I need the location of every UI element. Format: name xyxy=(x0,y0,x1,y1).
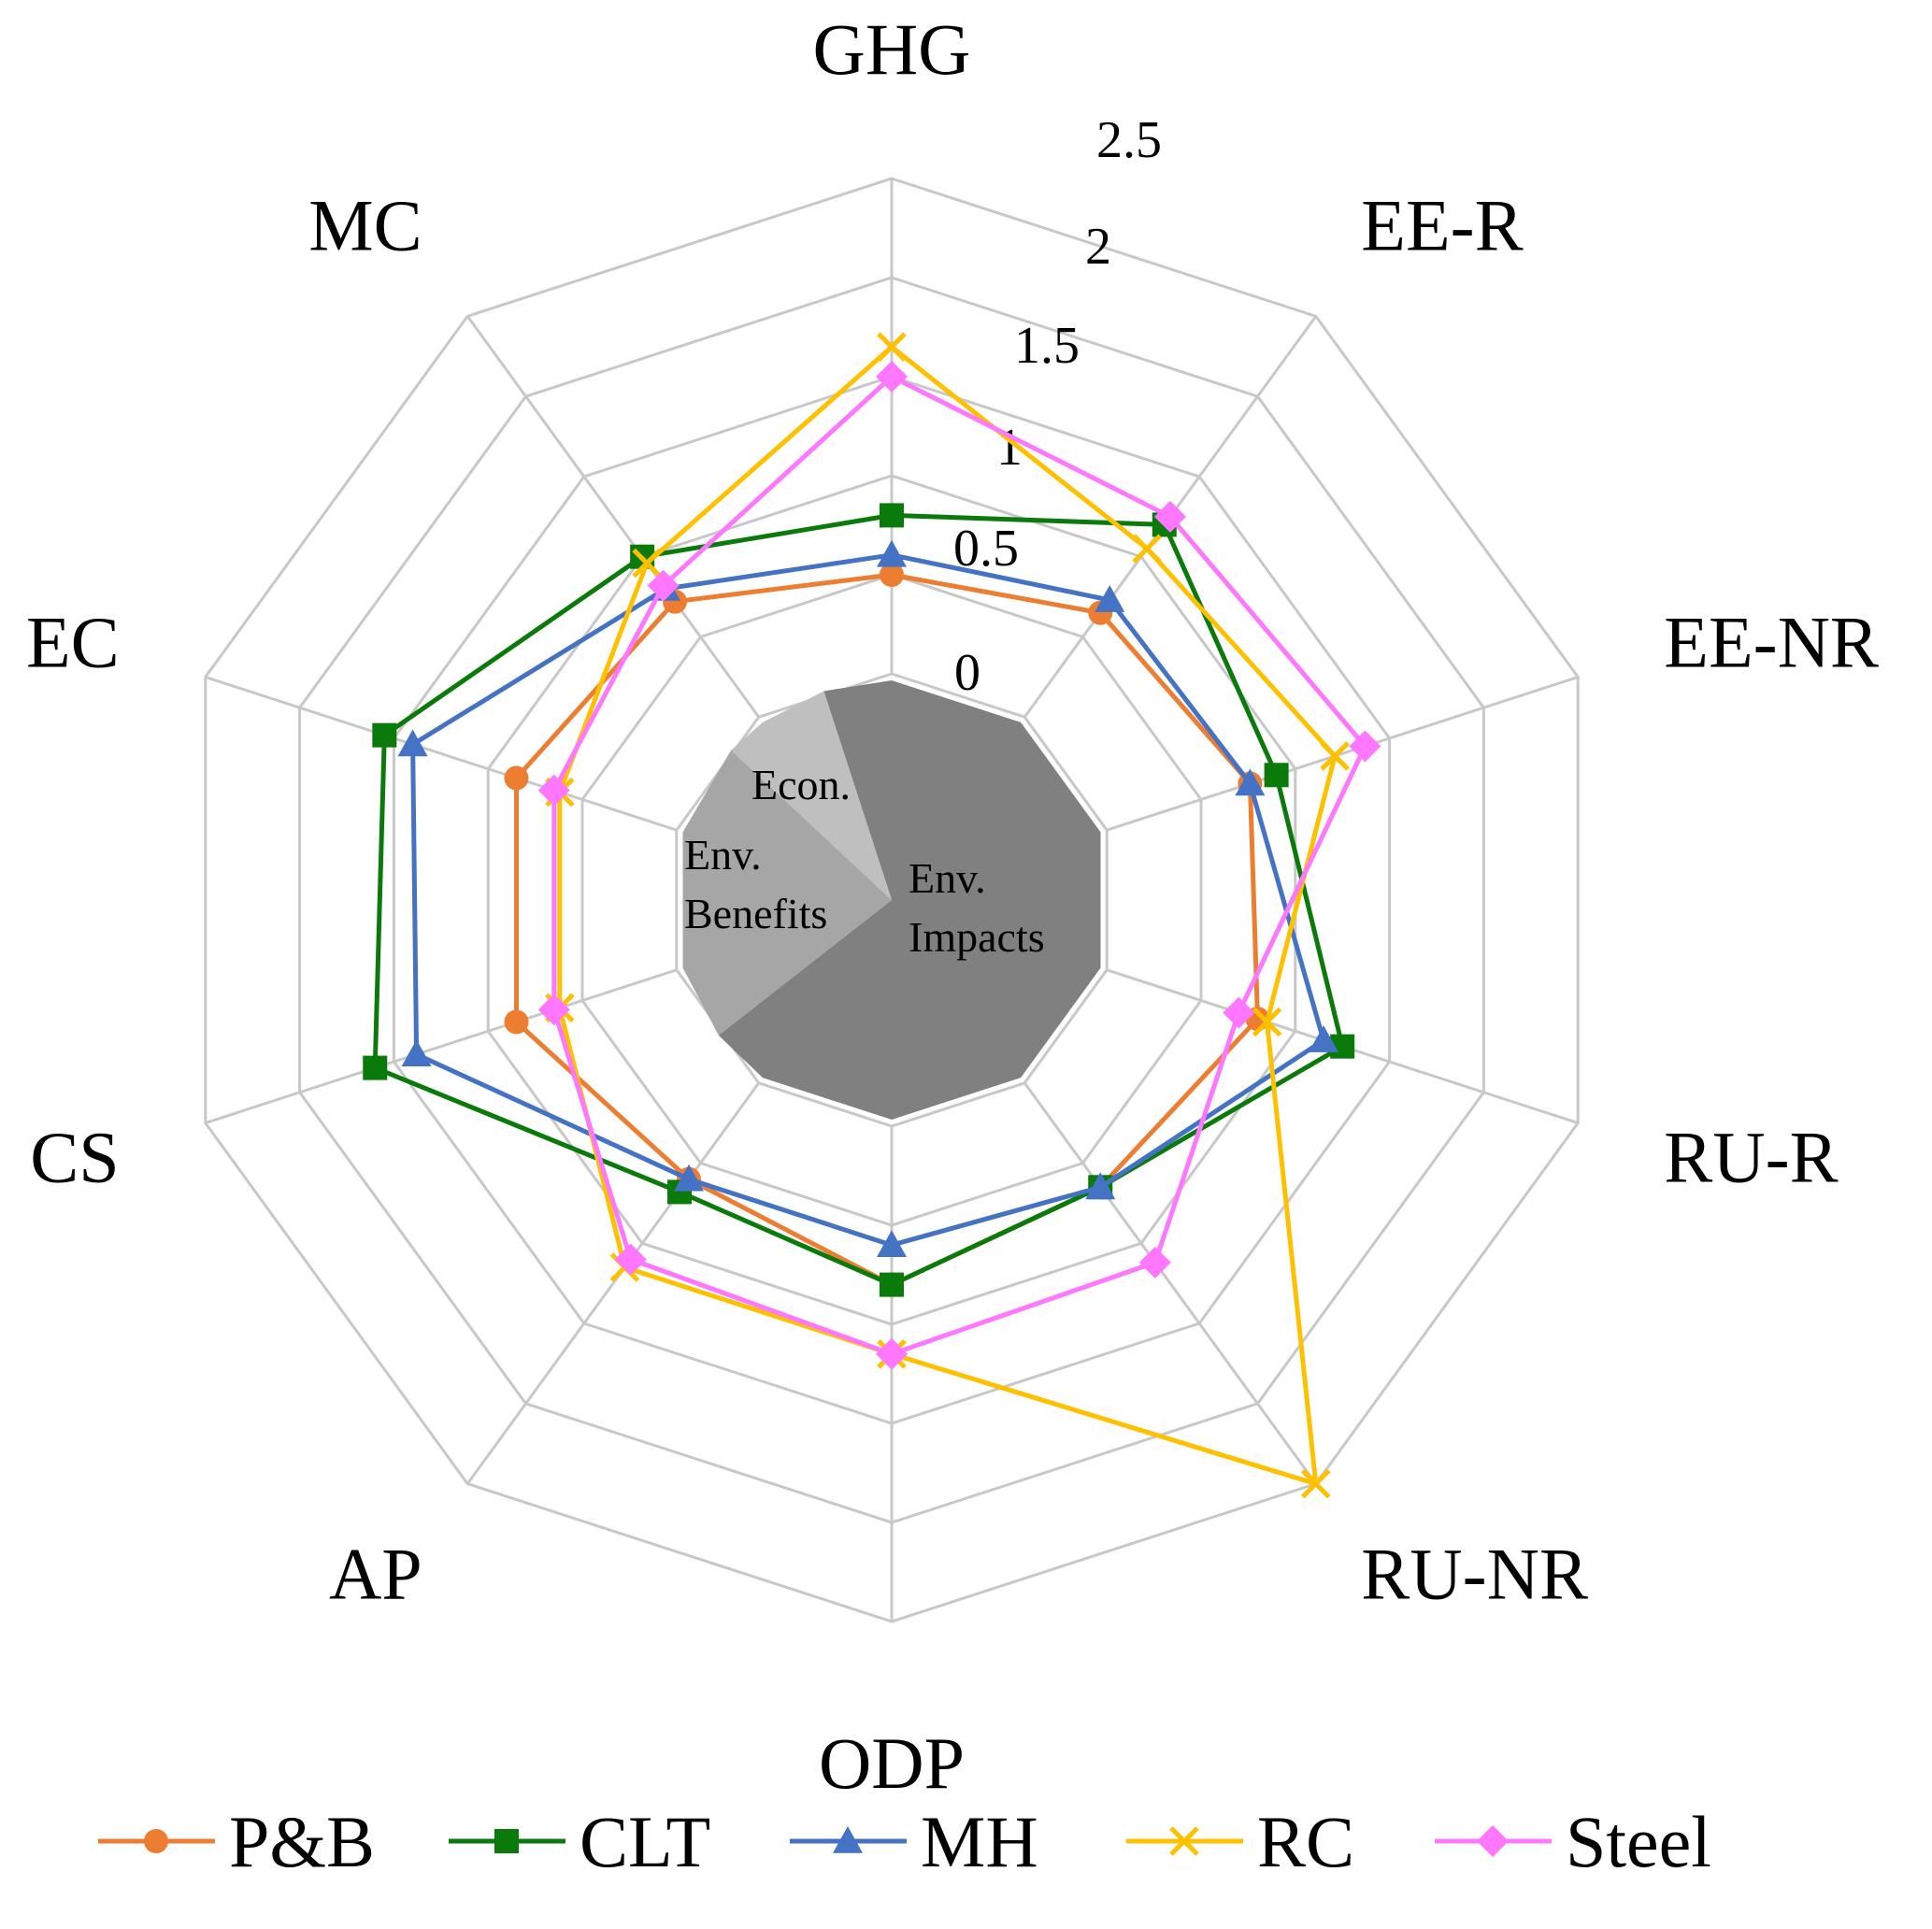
axis-labels: GHG EE-R EE-NR RU-R RU-NR ODP AP CS EC MC xyxy=(26,8,1879,1804)
point-rc-mc xyxy=(632,548,662,579)
axis-label-ru-r: RU-R xyxy=(1664,1117,1838,1198)
center-label-env-impacts-1: Impacts xyxy=(909,913,1045,961)
axis-label-odp: ODP xyxy=(819,1722,965,1804)
point-steel-ap xyxy=(614,1243,647,1276)
axis-label-ru-nr: RU-NR xyxy=(1361,1534,1588,1615)
point-mh-ee-nr xyxy=(1235,768,1266,796)
point-clt-cs xyxy=(363,1055,388,1080)
point-steel-ee-r xyxy=(1154,500,1187,533)
point-pandb-cs xyxy=(504,1009,529,1035)
legend-label-pandb: P&B xyxy=(229,1801,375,1882)
point-clt-ghg xyxy=(880,503,904,528)
point-rc-ee-nr xyxy=(1320,741,1350,771)
spoke-ec xyxy=(205,676,678,832)
point-rc-ghg xyxy=(877,332,907,362)
point-rc-ru-r xyxy=(1252,1007,1282,1037)
legend-marker-steel xyxy=(1477,1825,1509,1857)
center-wedge-env-benefits xyxy=(682,750,892,1036)
spoke-ap xyxy=(466,1081,760,1485)
center-label-env-benefits-1: Benefits xyxy=(684,890,827,937)
series-steel xyxy=(537,361,1381,1370)
point-mh-ru-r xyxy=(1309,1025,1339,1052)
legend-label-steel: Steel xyxy=(1566,1801,1711,1882)
legend-label-rc: RC xyxy=(1257,1801,1354,1882)
point-rc-ee-r xyxy=(1132,534,1162,564)
axis-label-ee-r: EE-R xyxy=(1361,184,1523,265)
center-wedge-econ xyxy=(731,691,892,900)
legend-item-pandb: P&B xyxy=(98,1801,375,1882)
point-clt-ee-nr xyxy=(1264,763,1289,788)
axis-label-cs: CS xyxy=(30,1117,119,1198)
data-series xyxy=(363,332,1381,1499)
point-steel-cs xyxy=(537,993,570,1026)
axis-label-ec: EC xyxy=(26,601,120,682)
legend-item-mh: MH xyxy=(790,1801,1038,1882)
center-label-econ-0: Econ. xyxy=(751,761,851,808)
tick-label-5: 2.5 xyxy=(1096,111,1162,169)
point-mh-ghg xyxy=(877,539,907,567)
point-pandb-ec xyxy=(504,765,529,791)
axis-label-mc: MC xyxy=(308,184,422,265)
point-clt-ec xyxy=(372,722,397,748)
tick-label-0: 0 xyxy=(954,644,980,702)
spoke-mc xyxy=(466,315,760,719)
point-steel-ec xyxy=(537,774,570,807)
legend-marker-pandb xyxy=(144,1829,168,1853)
point-mh-cs xyxy=(401,1039,432,1066)
legend-label-mh: MH xyxy=(921,1801,1038,1882)
tick-label-3: 1.5 xyxy=(1014,317,1080,375)
point-steel-ru-r xyxy=(1223,996,1255,1029)
spoke-cs xyxy=(205,968,678,1124)
center-label-env-benefits-0: Env. xyxy=(684,831,762,879)
legend-marker-clt xyxy=(494,1829,519,1853)
legend: P&B CLT MH RC Steel xyxy=(98,1801,1711,1882)
legend-label-clt: CLT xyxy=(580,1801,710,1882)
point-rc-ru-nr xyxy=(1301,1468,1331,1499)
point-pandb-ghg xyxy=(880,563,904,587)
point-mh-ap xyxy=(673,1164,704,1192)
legend-marker-rc xyxy=(1169,1826,1199,1856)
point-mh-ee-r xyxy=(1095,585,1125,612)
point-mh-ru-nr xyxy=(1085,1172,1116,1200)
point-steel-ghg xyxy=(876,361,908,393)
tick-label-4: 2 xyxy=(1085,218,1111,276)
point-steel-ee-nr xyxy=(1349,730,1381,763)
spoke-ee-nr xyxy=(1106,676,1579,832)
radar-spokes xyxy=(205,179,1579,1622)
center-label-env-impacts-0: Env. xyxy=(909,854,986,902)
point-mh-ec xyxy=(397,729,428,757)
axis-label-ghg: GHG xyxy=(813,8,971,90)
legend-marker-mh xyxy=(833,1826,863,1853)
point-mh-odp xyxy=(877,1230,907,1257)
center-wedge-env-impacts xyxy=(718,680,1101,1120)
axis-label-ap: AP xyxy=(329,1534,422,1615)
spoke-ru-nr xyxy=(1023,1081,1317,1485)
point-steel-mc xyxy=(647,569,680,602)
point-clt-odp xyxy=(880,1272,904,1297)
axis-label-ee-nr: EE-NR xyxy=(1664,601,1879,682)
center-pie: Econ. Env. Benefits Env. Impacts xyxy=(682,680,1101,1120)
point-steel-odp xyxy=(876,1337,908,1370)
series-mh xyxy=(397,539,1339,1257)
legend-item-steel: Steel xyxy=(1435,1801,1711,1882)
legend-item-rc: RC xyxy=(1126,1801,1354,1882)
legend-item-clt: CLT xyxy=(449,1801,710,1882)
point-steel-ru-nr xyxy=(1138,1246,1171,1279)
